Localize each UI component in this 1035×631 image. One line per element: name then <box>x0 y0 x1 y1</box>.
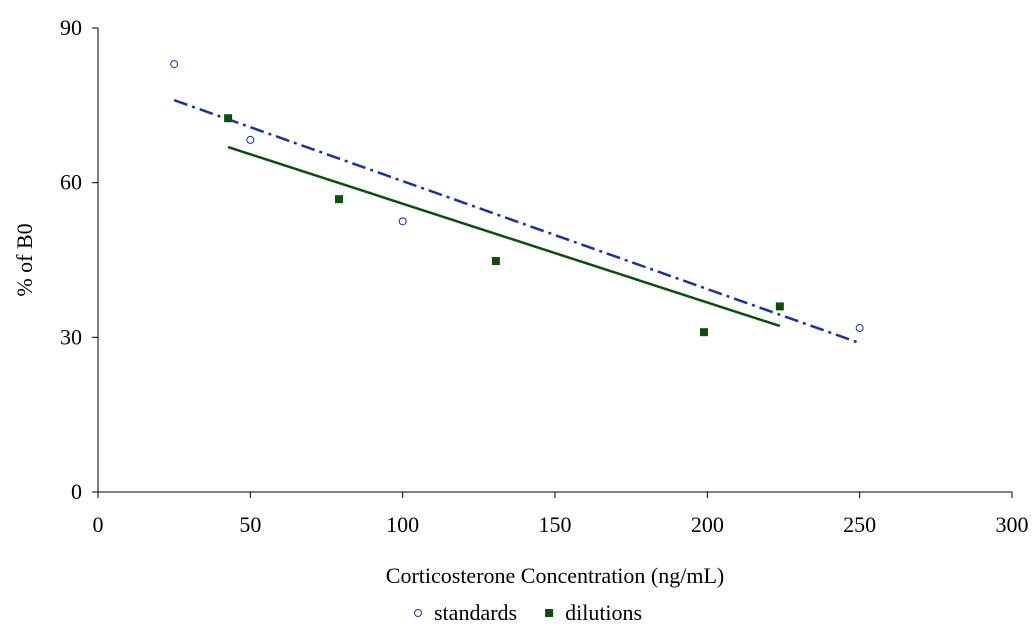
data-point <box>334 195 343 204</box>
data-point <box>775 302 784 311</box>
y-tick-label: 0 <box>71 479 82 504</box>
data-point <box>246 135 255 144</box>
x-axis-label: Corticosterone Concentration (ng/mL) <box>386 563 724 588</box>
data-point <box>398 217 407 226</box>
y-axis-label: % of B0 <box>12 223 37 296</box>
y-tick-label: 30 <box>60 324 82 349</box>
legend-marker <box>414 609 422 617</box>
x-tick-label: 200 <box>691 512 724 537</box>
data-point <box>699 328 708 337</box>
legend-label: dilutions <box>565 600 642 625</box>
data-point <box>855 324 864 333</box>
legend-marker <box>545 609 554 617</box>
trendline <box>227 145 781 328</box>
data-point <box>224 114 233 123</box>
legend-label: standards <box>434 600 517 625</box>
x-tick-label: 250 <box>843 512 876 537</box>
data-point <box>491 257 500 266</box>
data-point <box>170 60 179 69</box>
y-tick-label: 60 <box>60 170 82 195</box>
x-tick-label: 150 <box>539 512 572 537</box>
x-tick-label: 50 <box>239 512 261 537</box>
trendline <box>173 98 861 345</box>
x-tick-label: 300 <box>996 512 1029 537</box>
y-tick-label: 90 <box>60 15 82 40</box>
x-tick-label: 0 <box>93 512 104 537</box>
x-tick-label: 100 <box>386 512 419 537</box>
